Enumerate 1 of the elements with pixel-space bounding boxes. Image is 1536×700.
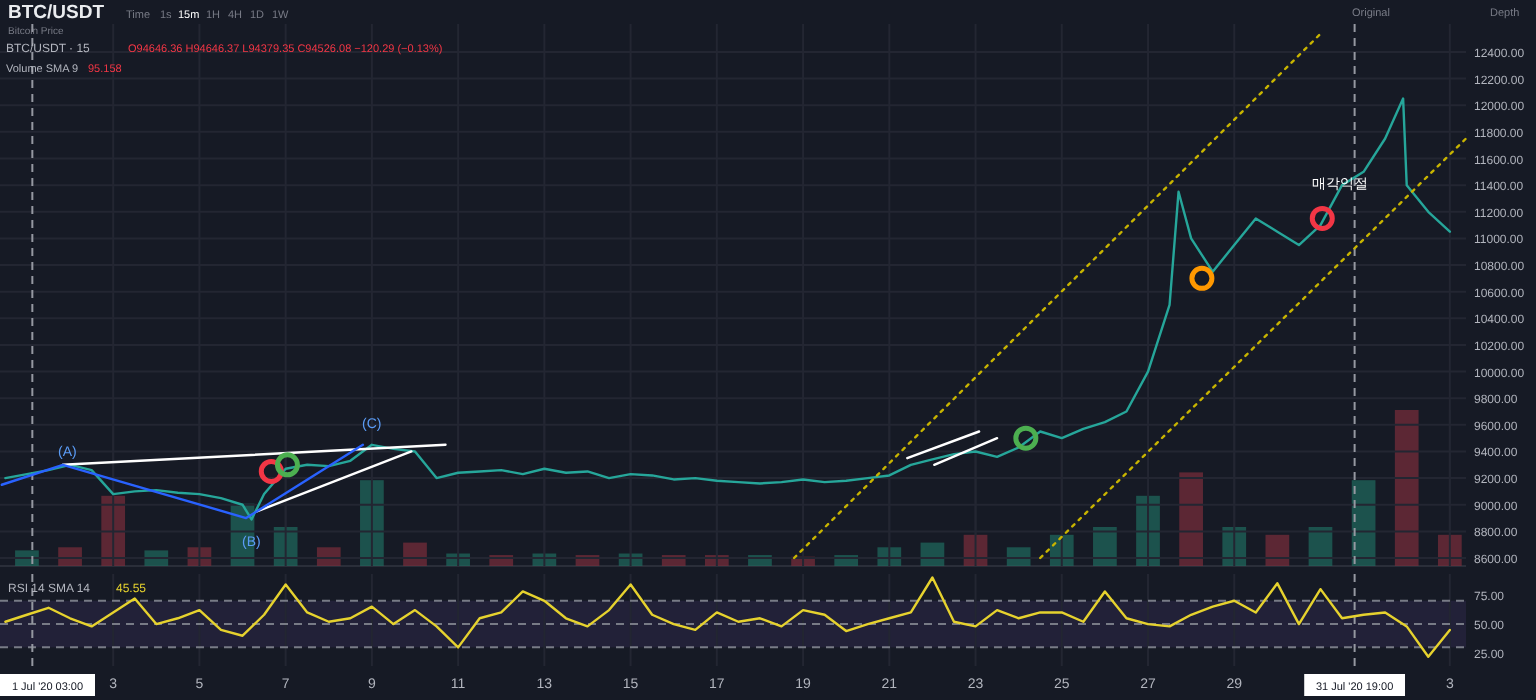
chart-title: BTC/USDT [8, 2, 105, 24]
